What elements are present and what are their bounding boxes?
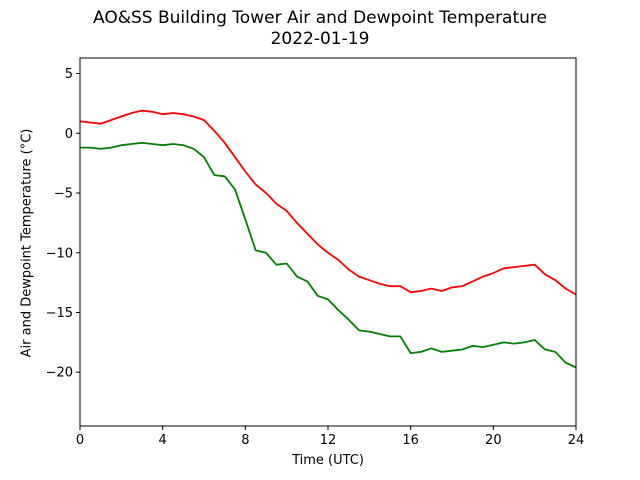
x-tick-label: 24 [568,433,585,448]
plot-frame [79,57,577,427]
x-tick-label: 16 [402,433,419,448]
y-tick-label: −20 [46,366,73,381]
x-tick-label: 20 [485,433,502,448]
x-tick-label: 12 [320,433,337,448]
y-tick-label: −5 [54,187,73,202]
series-line-2 [80,141,577,369]
x-tick-label: 0 [76,433,84,448]
x-tick-label: 4 [159,433,167,448]
x-axis-label: Time (UTC) [292,453,364,468]
x-tick-label: 8 [241,433,249,448]
series-line-1 [79,109,577,296]
y-axis-label: Air and Dewpoint Temperature (°C) [19,128,35,358]
y-tick-label: −15 [46,306,73,321]
y-tick-label: 0 [65,127,73,142]
y-tick-label: −10 [46,246,73,261]
chart-title: AO&SS Building Tower Air and Dewpoint Te… [92,8,547,28]
y-tick-label: 5 [65,67,73,82]
chart-subtitle: 2022-01-19 [270,29,370,49]
